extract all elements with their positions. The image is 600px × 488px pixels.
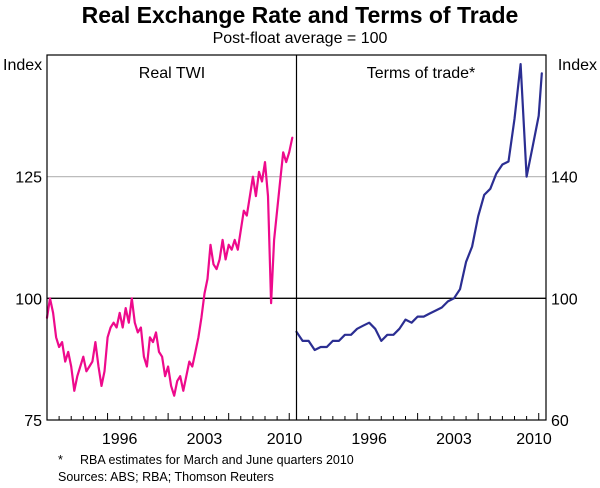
x-tick-label-right-2003: 2003 — [436, 431, 472, 448]
footnote-star: * — [58, 453, 63, 467]
series-line-left — [45, 136, 294, 397]
panel-title-terms-of-trade: Terms of trade* — [367, 65, 475, 82]
chart-subtitle: Post-float average = 100 — [212, 30, 388, 47]
right-axis-unit-label: Index — [558, 57, 597, 74]
footnote-estimates: * RBA estimates for March and June quarte… — [58, 453, 354, 467]
y-tick-label-left-75: 75 — [24, 413, 42, 430]
chart-marks — [45, 62, 543, 397]
panel-title-real-twi: Real TWI — [139, 65, 205, 82]
footnote-sources: Sources: ABS; RBA; Thomson Reuters — [58, 470, 274, 484]
x-tick-label-left-1996: 1996 — [102, 431, 138, 448]
footnote-estimates-text: RBA estimates for March and June quarter… — [80, 453, 354, 467]
y-tick-label-left-100: 100 — [15, 291, 42, 308]
y-tick-label-right-60: 60 — [551, 413, 569, 430]
axis-ticks — [58, 413, 540, 420]
y-tick-label-right-100: 100 — [551, 291, 578, 308]
chart-title: Real Exchange Rate and Terms of Trade — [81, 2, 519, 28]
x-tick-label-left-2010: 2010 — [267, 431, 303, 448]
x-tick-label-right-2010: 2010 — [516, 431, 552, 448]
x-tick-label-right-1996: 1996 — [351, 431, 387, 448]
series-line-right — [295, 62, 543, 352]
left-axis-unit-label: Index — [3, 57, 42, 74]
x-tick-label-left-2003: 2003 — [187, 431, 223, 448]
y-tick-label-right-140: 140 — [551, 170, 578, 187]
y-tick-label-left-125: 125 — [15, 170, 42, 187]
